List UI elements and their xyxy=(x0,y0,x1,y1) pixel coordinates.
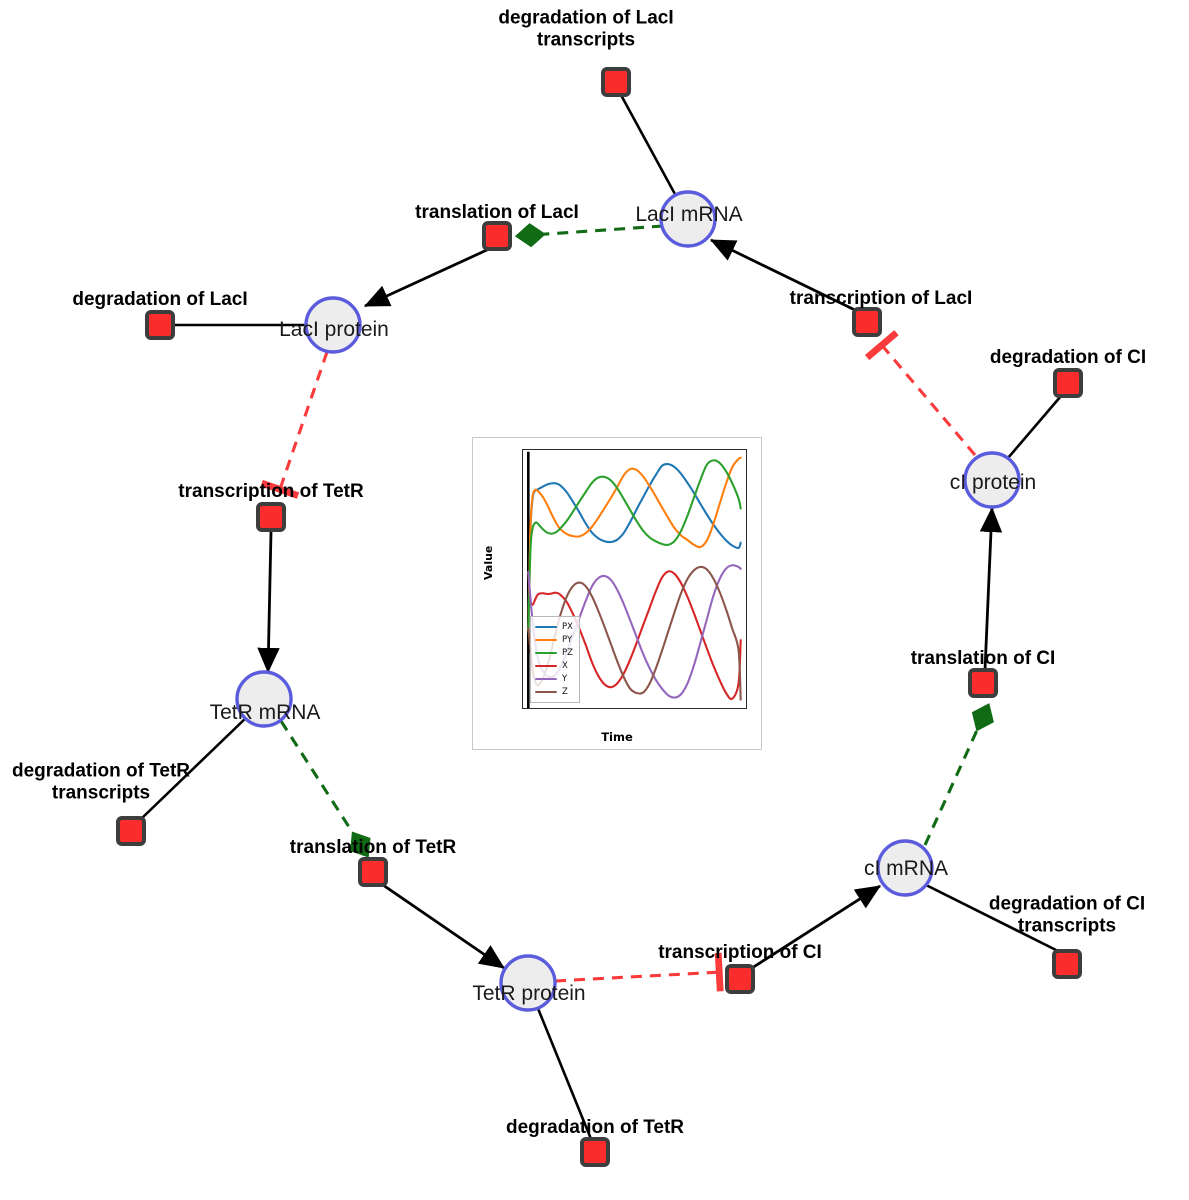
species-node-cI-protein xyxy=(963,451,1021,509)
reaction-node-deg-tetR-transcripts xyxy=(116,816,146,846)
reaction-label-transcription-lacI: transcription of LacI xyxy=(789,287,973,309)
reaction-node-translation-lacI xyxy=(482,221,512,251)
edge-transl-tetR-to-tetR-prot xyxy=(382,883,505,970)
reaction-node-deg-lacI-transcripts xyxy=(601,67,631,97)
edge-tetR-mrna-deg xyxy=(140,714,250,820)
reaction-label-deg-cI-transcripts: degradation of CI transcripts xyxy=(988,893,1146,937)
edge-tx-lacI-to-lacI-mrna xyxy=(709,238,858,313)
reaction-node-deg-lacI xyxy=(145,310,175,340)
chart-x-tickmark-2 xyxy=(635,708,636,709)
chart-series-PX xyxy=(528,464,740,631)
reaction-label-deg-cI: degradation of CI xyxy=(989,346,1147,368)
chart-y-tickmark-4 xyxy=(522,477,523,478)
edge-transl-cI-to-cI-prot xyxy=(979,506,1003,671)
edge-deg-cI xyxy=(1007,395,1062,459)
reaction-label-translation-lacI: translation of LacI xyxy=(415,201,579,223)
legend-item-PX: PX xyxy=(535,621,573,633)
species-node-tetR-mrna xyxy=(235,670,293,728)
reaction-label-deg-lacI: degradation of LacI xyxy=(72,288,248,310)
species-node-cI-mrna xyxy=(876,839,934,897)
chart-series-PZ xyxy=(528,460,740,630)
edge-cI-mrna-deg xyxy=(917,879,1059,953)
chart-y-axis-label: Value xyxy=(482,545,495,580)
legend-item-X: X xyxy=(535,660,573,672)
reaction-node-transcription-cI xyxy=(725,964,755,994)
edge-lacI-mrna-catalyses-translation xyxy=(514,223,664,248)
species-label-tetR-mrna: TetR mRNA xyxy=(209,701,321,724)
reaction-label-deg-lacI-transcripts: degradation of LacI transcripts xyxy=(498,7,674,51)
reaction-label-translation-tetR: translation of TetR xyxy=(289,836,457,858)
chart-y-tickmark-1 xyxy=(522,651,523,652)
legend-label-PX: PX xyxy=(562,622,573,632)
edge-tetR-mrna-catalyses-translation xyxy=(279,720,371,858)
reaction-node-translation-cI xyxy=(968,668,998,698)
reaction-node-deg-cI xyxy=(1053,368,1083,398)
reaction-label-translation-cI: translation of CI xyxy=(910,647,1056,669)
species-label-lacI-mrna: LacI mRNA xyxy=(635,203,743,226)
legend-label-Y: Y xyxy=(562,674,568,684)
chart-x-axis-label: Time xyxy=(601,730,633,744)
reaction-node-transcription-lacI xyxy=(852,307,882,337)
reaction-label-deg-tetR-transcripts: degradation of TetR transcripts xyxy=(11,760,191,804)
legend-item-Y: Y xyxy=(535,673,573,685)
species-node-tetR-protein xyxy=(499,954,557,1012)
legend-label-PZ: PZ xyxy=(562,648,573,658)
chart-series-X xyxy=(528,571,740,699)
legend-swatch-X xyxy=(535,664,557,668)
chart-series-layer xyxy=(523,450,746,708)
chart-y-tickmark-3 xyxy=(522,535,523,536)
legend-swatch-PY xyxy=(535,638,557,642)
edge-tetR-prot-inhibits-tx-cI xyxy=(554,952,724,992)
chart-x-tickmark-3 xyxy=(689,708,690,709)
legend-swatch-PZ xyxy=(535,651,557,655)
species-node-lacI-protein xyxy=(304,296,362,354)
species-node-lacI-mrna xyxy=(659,190,717,248)
chart-x-tickmark-4 xyxy=(742,708,743,709)
reaction-label-transcription-cI: transcription of CI xyxy=(658,941,822,963)
edge-layer xyxy=(140,94,1062,1140)
legend-swatch-Y xyxy=(535,677,557,681)
legend-item-Z: Z xyxy=(535,686,573,698)
species-node-layer xyxy=(235,190,1021,1012)
legend-label-PY: PY xyxy=(562,635,573,645)
reaction-node-deg-tetR xyxy=(580,1137,610,1167)
legend-swatch-Z xyxy=(535,690,557,694)
reaction-node-deg-cI-transcripts xyxy=(1052,949,1082,979)
chart-legend: PX PY PZ X Y Z xyxy=(530,616,580,703)
legend-item-PY: PY xyxy=(535,634,573,646)
edge-transl-lacI-to-lacI-prot xyxy=(363,247,490,308)
chart-y-tickmark-2 xyxy=(522,593,523,594)
reaction-node-translation-tetR xyxy=(358,857,388,887)
legend-item-PZ: PZ xyxy=(535,647,573,659)
chart-series-PY xyxy=(528,458,740,631)
reaction-node-layer xyxy=(116,67,1083,1167)
species-label-lacI-protein: LacI protein xyxy=(279,318,389,341)
reaction-label-transcription-tetR: transcription of TetR xyxy=(178,480,364,502)
species-label-cI-protein: cI protein xyxy=(949,471,1037,494)
legend-label-X: X xyxy=(562,661,568,671)
edge-cI-prot-inhibits-tx-lacI xyxy=(864,330,977,457)
chart-x-tickmark-0 xyxy=(528,708,529,709)
legend-label-Z: Z xyxy=(562,687,568,697)
reaction-label-deg-tetR: degradation of TetR xyxy=(505,1116,685,1138)
species-label-cI-mrna: cI mRNA xyxy=(864,857,948,880)
edge-cI-mrna-catalyses-translation xyxy=(923,703,994,846)
edge-tx-tetR-to-tetR-mrna xyxy=(257,531,280,674)
legend-swatch-PX xyxy=(535,625,557,629)
reaction-node-transcription-tetR xyxy=(256,502,286,532)
edge-deg-lacI-tx xyxy=(619,94,678,197)
chart-x-tickmark-1 xyxy=(581,708,582,709)
edge-tetR-prot-deg xyxy=(535,1005,593,1140)
edge-tx-cI-to-cI-mrna xyxy=(751,884,881,970)
species-label-tetR-protein: TetR protein xyxy=(472,982,586,1005)
edge-lacI-prot-inhibits-tx-tetR xyxy=(260,351,329,499)
